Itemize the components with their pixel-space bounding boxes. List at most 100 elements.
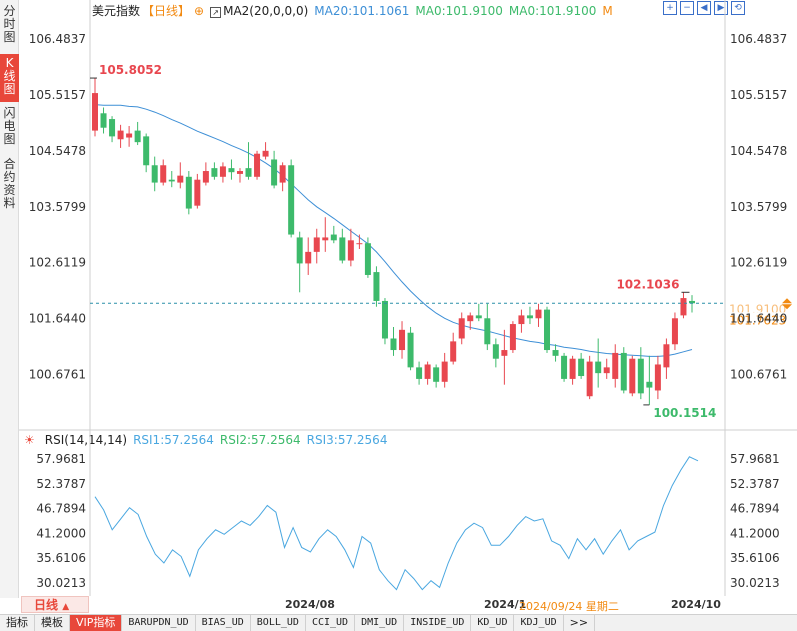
chart-tools: + − ◀ ▶ ⟲ [663, 1, 745, 15]
candle-body [671, 318, 678, 345]
candle-body [373, 272, 380, 301]
y-tick-left: 106.4837 [29, 32, 86, 46]
rsi1-value: RSI1:57.2564 [133, 433, 214, 447]
rsi2-value: RSI2:57.2564 [219, 433, 301, 447]
candle-body [509, 324, 516, 351]
price-arrows-icon [782, 298, 792, 310]
candle-body [245, 168, 252, 177]
minus-box-icon[interactable]: − [680, 1, 694, 15]
toolbar-item-8[interactable]: INSIDE_UD [404, 615, 472, 631]
candle-body [296, 237, 303, 264]
candle-body [475, 315, 482, 319]
reset-box-icon[interactable]: ⟲ [731, 1, 745, 15]
settings-icon[interactable]: ⊕ [194, 4, 205, 18]
axis-layer: 106.4837 106.4837 105.5157 105.5157 104.5478… [29, 32, 788, 590]
toolbar-item-3[interactable]: BARUPDN_UD [122, 615, 196, 631]
candle-body [126, 133, 133, 138]
ma-layer [94, 104, 693, 357]
candle-body [569, 358, 576, 379]
candle-body [211, 168, 218, 177]
rsi-y-tick-right: 30.0213 [730, 576, 780, 590]
tab-kline[interactable]: K线图 [0, 54, 19, 102]
candle-body [143, 136, 150, 166]
tab-contract-info[interactable]: 合约资料 [3, 157, 16, 210]
indicator-toolbar: 指标 模板 VIP指标 BARUPDN_UD BIAS_UD BOLL_UD CCI_UD D… [0, 614, 797, 631]
candle-body [160, 165, 167, 183]
candle-body [450, 341, 457, 362]
rsi-y-tick-left: 46.7894 [36, 502, 86, 516]
toolbar-item-2[interactable]: VIP指标 [70, 615, 123, 631]
candle-body [288, 165, 295, 235]
tab-time-share[interactable]: 分时图 [3, 4, 16, 44]
candle-body [663, 344, 670, 368]
ma0-value-b: MA0:101.9100 [508, 4, 597, 18]
rsi-sun-icon[interactable]: ☀ [24, 433, 35, 447]
instrument-name: 美元指数 [92, 4, 141, 18]
y-tick-left: 101.6440 [29, 312, 86, 326]
x-tick-2024-08: 2024/08 [285, 598, 335, 611]
candle-body [501, 350, 508, 356]
y-tick-left: 100.6761 [29, 368, 86, 382]
rsi-y-tick-left: 52.3787 [36, 477, 86, 491]
candle-body [313, 237, 320, 252]
candle-body [492, 344, 499, 359]
y-tick-left: 105.5157 [29, 88, 86, 102]
candle-body [586, 361, 593, 397]
toolbar-item-10[interactable]: KDJ_UD [514, 615, 564, 631]
indicator-toggle-icon[interactable]: ↗ [210, 7, 222, 18]
candle-body [407, 332, 414, 368]
toolbar-item-5[interactable]: BOLL_UD [251, 615, 306, 631]
rsi-y-tick-right: 52.3787 [730, 477, 780, 491]
chart-canvas: 105.8052100.1514102.1036101.9100101.7623… [19, 0, 797, 596]
rsi-y-tick-left: 30.0213 [36, 576, 86, 590]
y-tick-right: 103.5799 [730, 200, 787, 214]
toolbar-item-6[interactable]: CCI_UD [306, 615, 356, 631]
candle-body [458, 318, 465, 339]
candle-body [526, 315, 533, 319]
toolbar-item-4[interactable]: BIAS_UD [196, 615, 251, 631]
toolbar-item-0[interactable]: 指标 [0, 615, 35, 631]
candle-body [322, 237, 329, 241]
candle-body [381, 300, 388, 339]
rsi3-value: RSI3:57.2564 [306, 433, 388, 447]
candle-body [518, 315, 525, 325]
toolbar-item-7[interactable]: DMI_UD [355, 615, 405, 631]
rsi1-line [94, 456, 699, 591]
period-label[interactable]: 【日线】 [142, 4, 191, 18]
left-box-icon[interactable]: ◀ [697, 1, 711, 15]
candle-body [535, 309, 542, 319]
tab-lightning[interactable]: 闪电图 [3, 106, 16, 146]
rsi-header: ☀ RSI(14,14,14) RSI1:57.2564 RSI2:57.2564 RS… [24, 433, 393, 449]
candle-body [595, 361, 602, 374]
toolbar-item-11[interactable]: >> [564, 615, 596, 631]
min-price-label: 100.1514 [653, 406, 716, 420]
candle-body [654, 364, 661, 391]
rsi-name: RSI(14,14,14) [44, 433, 128, 447]
candle-layer [92, 78, 695, 405]
candle-body [347, 240, 354, 261]
candle-body [236, 171, 243, 174]
y-tick-right: 104.5478 [730, 144, 787, 158]
candle-body [151, 165, 158, 183]
candle-body [620, 352, 627, 391]
ma-m-label: M [602, 4, 613, 18]
candle-body [399, 329, 406, 351]
candle-body [194, 179, 201, 206]
y-tick-left: 103.5799 [29, 200, 86, 214]
toolbar-item-9[interactable]: KD_UD [471, 615, 515, 631]
candle-body [603, 367, 610, 374]
period-select[interactable]: 日线 ▲ [21, 596, 89, 613]
candle-body [629, 358, 636, 394]
y-tick-left: 102.6119 [29, 256, 86, 270]
main-chart-header: 美元指数 【日线】 ⊕ ↗ MA2(20,0,0,0) MA20:101.1061 MA0:… [92, 2, 619, 18]
y-tick-right: 100.6761 [730, 368, 787, 382]
candle-body [134, 130, 141, 143]
plus-box-icon[interactable]: + [663, 1, 677, 15]
y-tick-left: 104.5478 [29, 144, 86, 158]
candle-body [356, 243, 363, 245]
candle-body [424, 364, 431, 379]
candle-body [416, 367, 423, 379]
toolbar-item-1[interactable]: 模板 [35, 615, 70, 631]
candle-body [330, 234, 337, 241]
